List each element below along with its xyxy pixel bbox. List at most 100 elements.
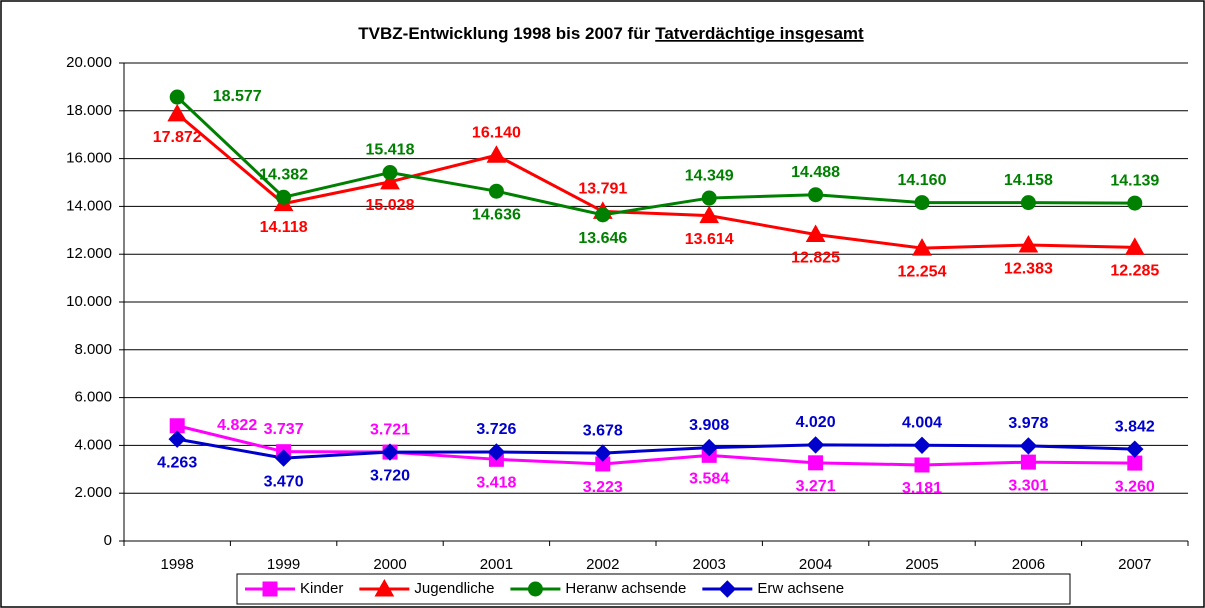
value-label: 3.842	[1115, 418, 1155, 435]
value-label: 14.349	[685, 167, 734, 184]
marker	[527, 581, 543, 597]
series-line	[176, 112, 1135, 250]
marker	[169, 89, 185, 105]
value-label: 13.791	[578, 181, 627, 198]
legend-label: Jugendliche	[414, 580, 494, 597]
y-tick-label: 16.000	[66, 150, 112, 167]
title-emphasis: Tatverdächtige insgesamt	[655, 24, 864, 43]
value-label: 14.139	[1110, 172, 1159, 189]
legend: Kinder Jugendliche Heranw achsende Erw achs…	[236, 573, 1071, 605]
legend-label: Erw achsene	[757, 580, 844, 597]
marker	[914, 195, 930, 211]
marker	[1126, 440, 1144, 458]
series-line	[176, 95, 1135, 217]
legend-label: Kinder	[300, 580, 343, 597]
value-label: 13.614	[685, 231, 734, 248]
x-tick-label: 2004	[799, 556, 832, 573]
marker	[594, 444, 612, 462]
marker	[1124, 237, 1145, 255]
marker	[912, 238, 932, 256]
marker	[381, 443, 399, 461]
x-tick-label: 1998	[161, 556, 194, 573]
series-line	[176, 424, 1135, 467]
y-tick-label: 10.000	[66, 293, 112, 310]
legend-label: Heranw achsende	[565, 580, 686, 597]
value-label: 3.301	[1008, 477, 1048, 494]
value-label: 12.285	[1110, 263, 1159, 280]
value-label: 3.470	[264, 473, 304, 490]
marker	[1020, 454, 1036, 470]
value-label: 3.271	[796, 478, 836, 495]
y-tick-label: 2.000	[74, 484, 112, 501]
x-tick-label: 2007	[1118, 556, 1151, 573]
value-label: 14.382	[259, 166, 308, 183]
y-tick-label: 14.000	[66, 197, 112, 214]
value-label: 3.908	[689, 417, 729, 434]
marker	[276, 189, 292, 205]
value-label: 3.720	[370, 467, 410, 484]
y-tick-label: 18.000	[66, 102, 112, 119]
chart-title: TVBZ-Entwicklung 1998 bis 2007 für Tatver…	[358, 24, 864, 43]
value-label: 3.678	[583, 422, 623, 439]
marker	[699, 205, 720, 224]
marker	[382, 165, 398, 181]
value-label: 18.577	[213, 88, 262, 105]
x-tick-label: 2002	[586, 556, 619, 573]
marker	[700, 438, 718, 457]
value-label: 15.418	[366, 142, 415, 159]
marker	[168, 430, 186, 448]
value-label: 3.418	[476, 475, 516, 492]
y-tick-label: 12.000	[66, 245, 112, 262]
marker	[486, 145, 507, 163]
x-tick-label: 2005	[905, 556, 938, 573]
marker	[913, 436, 931, 455]
value-label: 12.825	[791, 250, 840, 267]
value-label: 17.872	[153, 129, 202, 146]
marker	[808, 455, 824, 471]
title-part: TVBZ-Entwicklung 1998 bis 2007 für	[358, 24, 650, 43]
x-tick-label: 2003	[693, 556, 726, 573]
x-tick-label: 2000	[373, 556, 406, 573]
value-label: 3.978	[1008, 415, 1048, 432]
marker	[808, 187, 824, 203]
y-tick-label: 0	[104, 532, 112, 549]
value-label: 3.721	[370, 421, 410, 438]
marker	[805, 224, 826, 242]
value-label: 14.488	[791, 164, 840, 181]
series-line	[176, 437, 1135, 460]
marker	[488, 183, 504, 199]
value-label: 16.140	[472, 124, 521, 141]
marker	[1018, 235, 1039, 253]
marker	[262, 581, 278, 597]
marker	[806, 436, 825, 454]
marker	[701, 190, 717, 206]
y-tick-label: 8.000	[74, 341, 112, 358]
marker	[380, 171, 400, 190]
value-label: 4.004	[902, 415, 942, 432]
value-label: 14.160	[898, 172, 947, 189]
value-label: 14.636	[472, 206, 521, 223]
y-tick-label: 20.000	[66, 54, 112, 71]
marker	[1127, 195, 1143, 211]
value-label: 12.383	[1004, 260, 1053, 277]
x-tick-label: 2001	[480, 556, 513, 573]
value-label: 4.263	[157, 454, 197, 471]
value-label: 3.260	[1115, 478, 1155, 495]
x-tick-label: 1999	[267, 556, 300, 573]
marker	[167, 103, 188, 122]
y-tick-label: 6.000	[74, 389, 112, 406]
value-label: 3.726	[476, 421, 516, 438]
value-label: 14.158	[1004, 172, 1053, 189]
marker	[595, 207, 611, 223]
value-label: 12.254	[898, 263, 947, 280]
marker	[1020, 195, 1036, 211]
marker	[914, 457, 930, 473]
marker	[1019, 437, 1038, 455]
value-label: 15.028	[366, 197, 415, 214]
value-label: 4.020	[796, 414, 836, 431]
value-label: 13.646	[578, 230, 627, 247]
value-label: 4.822	[217, 417, 257, 434]
marker	[1127, 455, 1143, 471]
